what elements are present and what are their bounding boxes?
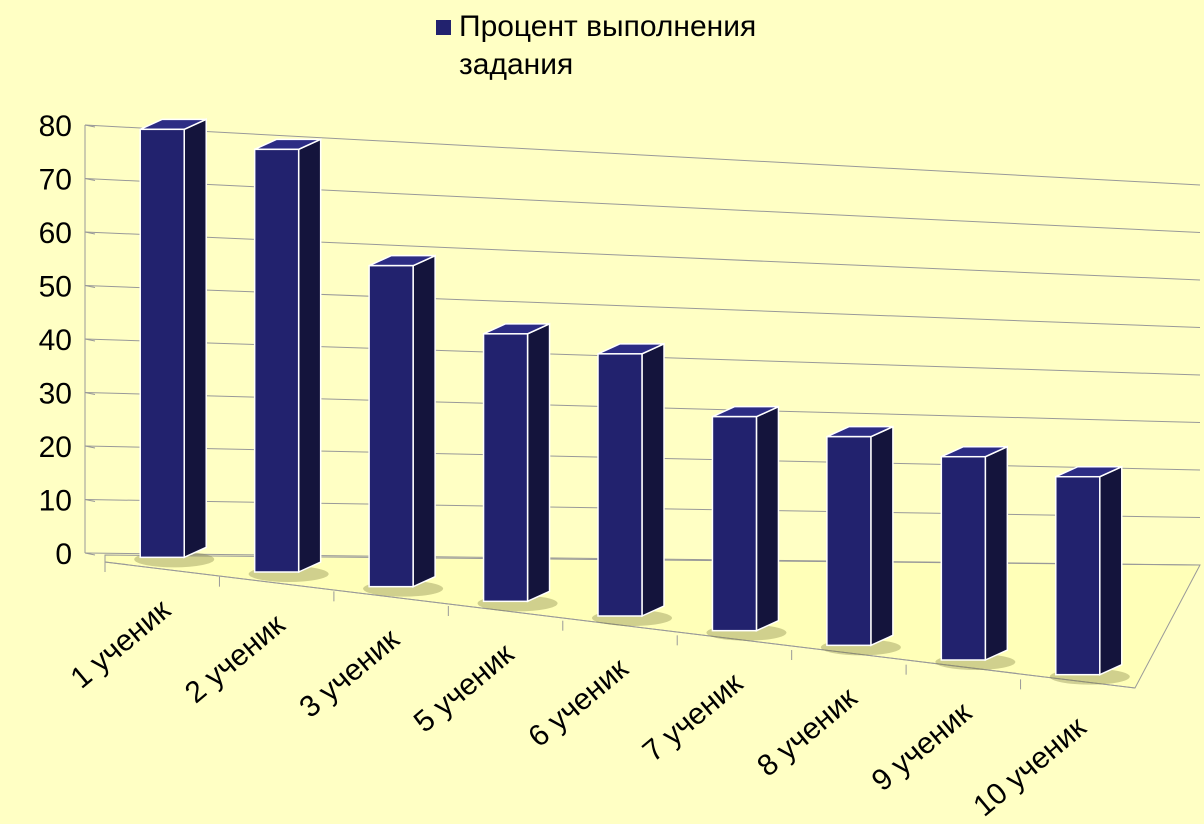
bar-side <box>984 445 1009 662</box>
x-tick-label: 7 ученик <box>637 666 750 768</box>
y-tick <box>84 178 96 181</box>
bar <box>826 435 872 647</box>
y-tick <box>84 445 96 449</box>
y-tick <box>84 552 96 556</box>
y-tick <box>84 392 96 395</box>
grid-line <box>84 178 1201 233</box>
x-tick-label: 5 ученик <box>408 637 521 739</box>
y-tick <box>84 499 96 502</box>
grid-line <box>84 231 1201 281</box>
y-tick-label: 10 <box>39 485 72 518</box>
bar-side <box>755 405 780 632</box>
y-tick-label: 80 <box>39 110 72 143</box>
y-tick-label: 30 <box>39 378 72 411</box>
bar <box>368 264 414 588</box>
bar-side <box>183 118 207 559</box>
x-tick-label: 10 ученик <box>967 710 1093 823</box>
y-tick-label: 20 <box>39 431 72 464</box>
bar <box>139 128 185 559</box>
bar <box>1055 475 1101 676</box>
x-axis <box>104 561 1136 689</box>
y-tick-label: 0 <box>55 538 72 571</box>
bar <box>711 415 758 632</box>
bar-side <box>870 425 894 647</box>
bar-side <box>412 254 436 588</box>
y-tick-label: 40 <box>39 324 72 357</box>
x-tick-label: 3 ученик <box>293 622 406 724</box>
bar <box>253 148 300 573</box>
x-tick-label: 2 ученик <box>179 608 292 710</box>
y-tick <box>84 285 96 288</box>
y-tick <box>84 338 96 342</box>
grid-line <box>84 285 1201 328</box>
legend-label: Процент выполнения задания <box>459 10 757 81</box>
bar <box>597 353 643 617</box>
x-tick-label: 6 ученик <box>522 652 635 754</box>
y-tick <box>84 231 96 235</box>
x-tick-label: 8 ученик <box>751 681 864 783</box>
legend-swatch <box>436 20 451 35</box>
bar <box>482 333 529 603</box>
bar-side <box>1099 465 1123 676</box>
bar <box>940 455 987 661</box>
y-tick <box>84 124 96 128</box>
x-tick-label: 1 ученик <box>65 593 178 695</box>
legend: Процент выполнения задания <box>436 8 836 84</box>
y-tick-label: 70 <box>39 164 72 197</box>
y-tick-label: 50 <box>39 271 72 304</box>
x-tick-label: 9 ученик <box>866 696 979 798</box>
y-tick-label: 60 <box>39 217 72 250</box>
bar-side <box>526 322 551 603</box>
bar-side <box>297 138 322 574</box>
grid-line <box>84 124 1201 186</box>
bar-side <box>641 342 665 618</box>
